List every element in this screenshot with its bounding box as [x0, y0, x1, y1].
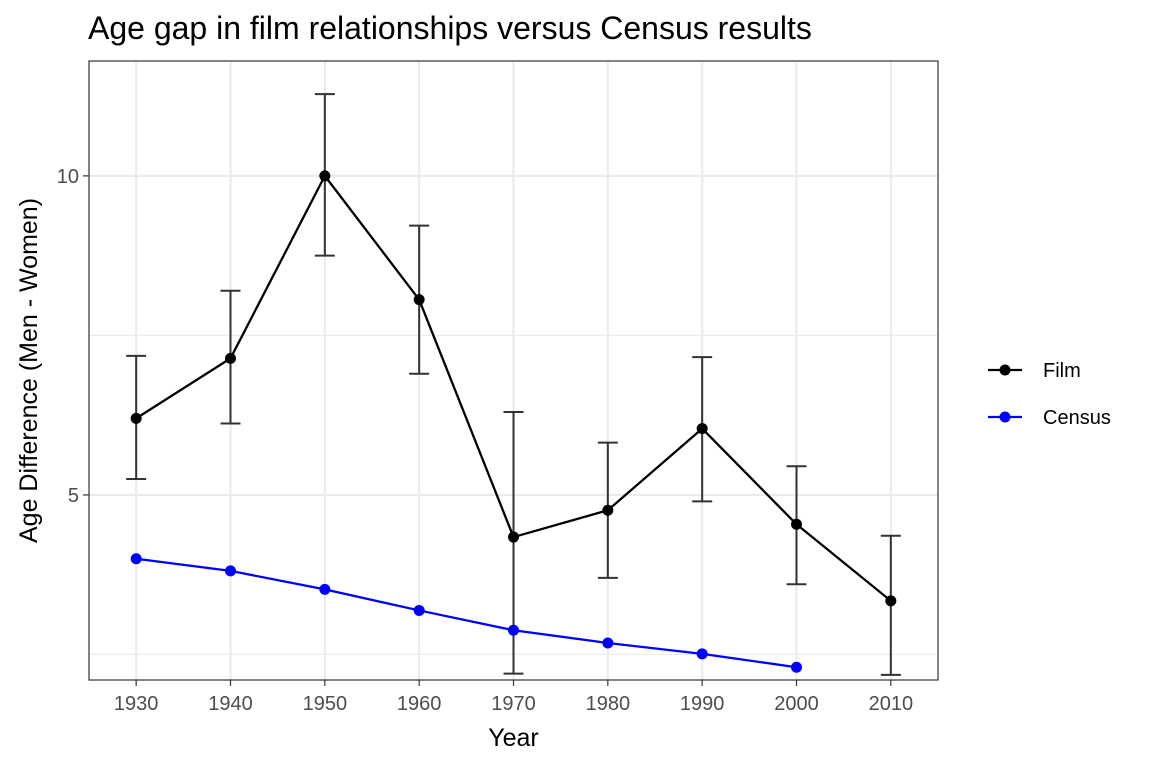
film-point [885, 595, 897, 607]
census-point [225, 565, 236, 577]
x-tick-label: 2010 [869, 693, 914, 715]
x-axis-title: Year [488, 724, 539, 752]
census-point [696, 648, 708, 660]
x-tick-label: 1980 [586, 693, 631, 715]
film-point [130, 412, 142, 424]
x-tick-label: 1970 [491, 693, 536, 715]
census-point [413, 604, 425, 616]
film-point [319, 170, 331, 182]
chart-title: Age gap in film relationships versus Cen… [88, 10, 812, 46]
census-point [791, 661, 802, 673]
legend-key-point [999, 411, 1011, 423]
census-point [508, 624, 519, 636]
film-point [791, 518, 802, 530]
x-tick-label: 1960 [397, 693, 442, 715]
legend-key-point [999, 364, 1011, 376]
y-axis-title: Age Difference (Men - Women) [15, 198, 43, 543]
census-line [136, 557, 797, 669]
x-tick-label: 2000 [774, 693, 819, 715]
x-tick-label: 1930 [114, 693, 159, 715]
axes: 5 10 1930 1940 1950 1960 1970 1980 1990 2000 2010 [57, 166, 913, 715]
legend-label: Census [1043, 407, 1111, 429]
legend-item-film: Film [988, 360, 1081, 382]
legend: Film Census [988, 360, 1111, 429]
census-point [319, 583, 331, 595]
census-point [130, 553, 142, 565]
film-point [696, 423, 708, 435]
film-point [602, 504, 614, 516]
film-point [413, 294, 425, 306]
film-point [225, 352, 236, 364]
census-point [602, 637, 614, 649]
census-series [130, 553, 802, 673]
series-layer [126, 93, 901, 676]
film-point [508, 531, 519, 543]
x-tick-label: 1940 [208, 693, 253, 715]
film-series [126, 93, 901, 676]
y-tick-label: 5 [68, 485, 79, 507]
x-tick-label: 1990 [680, 693, 725, 715]
y-tick-label: 10 [57, 166, 79, 188]
legend-label: Film [1043, 360, 1081, 382]
legend-item-census: Census [988, 407, 1111, 429]
x-tick-label: 1950 [303, 693, 348, 715]
